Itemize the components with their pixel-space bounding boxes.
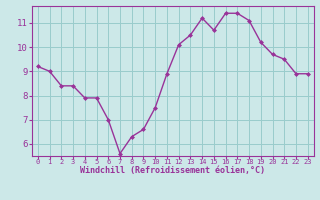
X-axis label: Windchill (Refroidissement éolien,°C): Windchill (Refroidissement éolien,°C) [80,166,265,175]
